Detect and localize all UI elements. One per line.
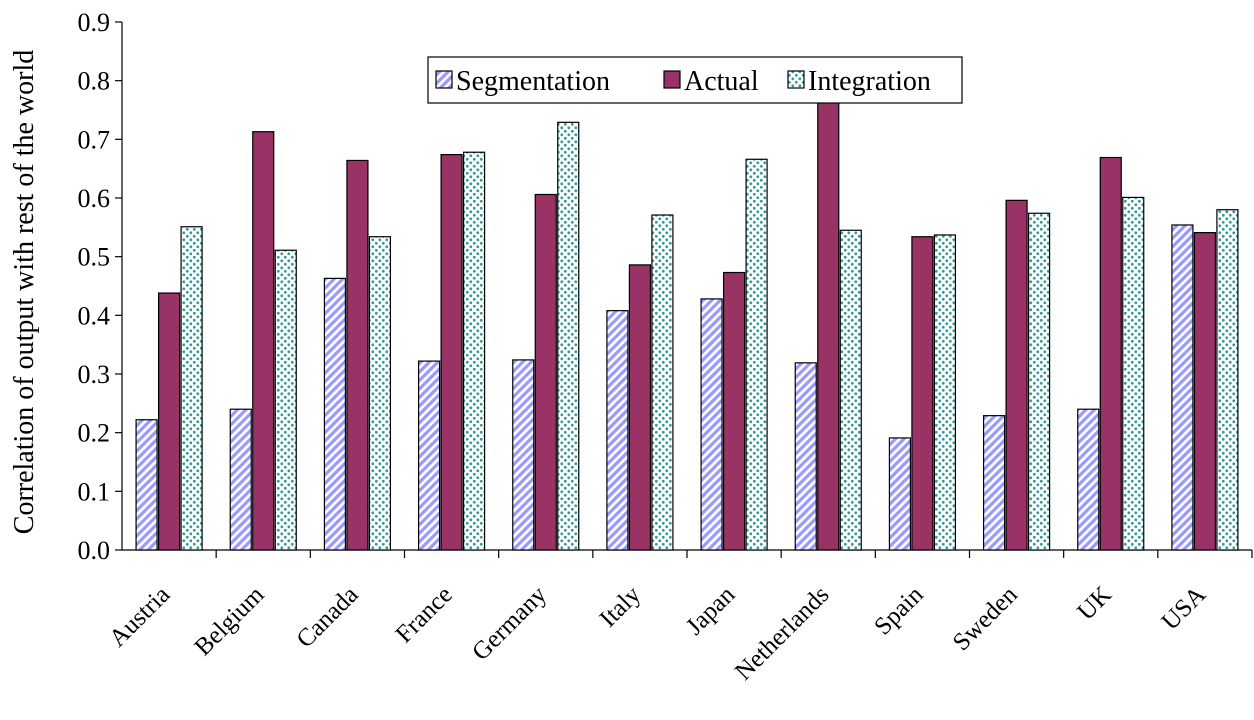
bar-actual-france bbox=[440, 153, 463, 551]
bar-integration-netherlands bbox=[839, 229, 862, 551]
bar-integration-uk bbox=[1122, 196, 1145, 551]
bar-segmentation-france bbox=[417, 360, 441, 551]
bar-integration-germany bbox=[557, 121, 580, 551]
bar-integration-france bbox=[462, 151, 486, 551]
x-tick-label: Italy bbox=[595, 581, 647, 633]
y-tick-label: 0.9 bbox=[78, 8, 111, 37]
bar-actual-italy bbox=[628, 264, 652, 551]
bar-segmentation-spain bbox=[888, 437, 912, 551]
legend-box bbox=[427, 56, 963, 104]
y-tick-label: 0.7 bbox=[78, 125, 111, 154]
bar-integration-spain bbox=[933, 234, 957, 551]
bar-actual-germany bbox=[534, 193, 557, 551]
bar-segmentation-uk bbox=[1077, 408, 1100, 551]
bar-segmentation-canada bbox=[323, 277, 347, 551]
y-axis-label: Correlation of output with rest of the w… bbox=[9, 50, 40, 534]
bar-actual-belgium bbox=[252, 131, 275, 551]
bar-segmentation-usa bbox=[1171, 224, 1194, 551]
bar-segmentation-netherlands bbox=[794, 362, 817, 551]
bar-integration-usa bbox=[1216, 209, 1239, 551]
y-tick-label: 0.1 bbox=[78, 477, 111, 506]
bar-integration-italy bbox=[651, 214, 674, 551]
x-tick-label: Canada bbox=[292, 581, 364, 653]
bar-actual-japan bbox=[722, 271, 746, 551]
x-tick-label: Netherlands bbox=[730, 581, 835, 686]
y-tick-label: 0.3 bbox=[78, 360, 111, 389]
bar-segmentation-austria bbox=[135, 419, 158, 551]
x-tick-label: UK bbox=[1072, 581, 1117, 626]
legend-swatch-segmentation bbox=[435, 70, 453, 89]
y-tick-label: 0.4 bbox=[78, 301, 111, 330]
bar-actual-netherlands bbox=[817, 94, 840, 551]
bar-segmentation-germany bbox=[512, 359, 535, 551]
x-tick-label: Belgium bbox=[190, 581, 270, 661]
bar-segmentation-italy bbox=[606, 310, 629, 551]
y-tick-label: 0.8 bbox=[78, 67, 111, 96]
y-tick-label: 0.2 bbox=[78, 419, 111, 448]
bar-actual-sweden bbox=[1005, 199, 1028, 551]
legend-swatch-actual bbox=[663, 70, 681, 89]
x-tick-label: Sweden bbox=[948, 581, 1023, 656]
bar-segmentation-sweden bbox=[982, 415, 1006, 551]
legend-label-integration: Integration bbox=[808, 66, 931, 97]
legend: Segmentation Actual Integration bbox=[427, 56, 963, 104]
legend-label-segmentation: Segmentation bbox=[456, 66, 610, 97]
bar-integration-sweden bbox=[1027, 212, 1051, 551]
bar-actual-usa bbox=[1193, 232, 1217, 551]
bar-actual-spain bbox=[911, 236, 934, 551]
x-tick-label: Austria bbox=[104, 581, 175, 652]
bar-integration-japan bbox=[745, 158, 768, 551]
bar-actual-austria bbox=[157, 292, 181, 551]
x-tick-label: Spain bbox=[869, 581, 929, 641]
bar-integration-canada bbox=[368, 236, 392, 551]
bar-segmentation-belgium bbox=[229, 408, 252, 551]
legend-swatch-integration bbox=[787, 70, 805, 89]
bar-integration-belgium bbox=[274, 249, 297, 551]
bar-segmentation-japan bbox=[700, 298, 723, 551]
x-tick-label: USA bbox=[1157, 581, 1211, 635]
y-tick-label: 0.6 bbox=[78, 184, 111, 213]
bar-actual-canada bbox=[346, 159, 369, 551]
plot-area: 0.0 0.1 0.2 0.3 0.4 0.5 0.6 0.7 0.8 0.9 Austria Bel… bbox=[78, 8, 1253, 686]
x-tick-label: France bbox=[391, 581, 458, 648]
x-tick-label: Japan bbox=[681, 581, 741, 641]
y-tick-label: 0.0 bbox=[78, 536, 111, 565]
legend-label-actual: Actual bbox=[684, 66, 759, 97]
x-tick-label: Germany bbox=[467, 581, 552, 666]
bar-actual-uk bbox=[1099, 156, 1122, 551]
y-tick-label: 0.5 bbox=[78, 243, 111, 272]
bar-integration-austria bbox=[180, 226, 203, 551]
